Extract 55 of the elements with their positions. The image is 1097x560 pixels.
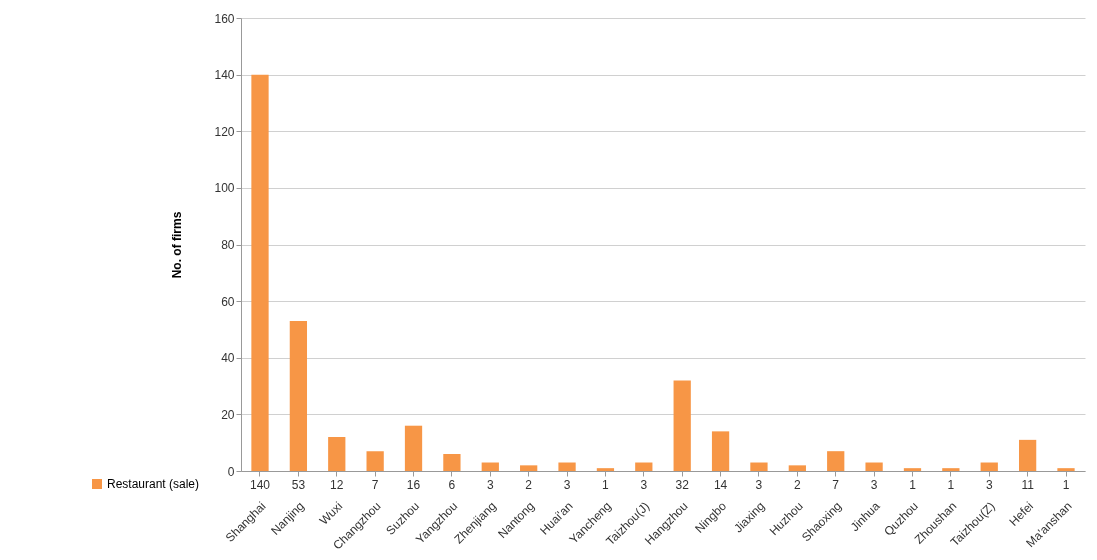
- bar: [481, 462, 499, 471]
- data-label: 53: [291, 478, 306, 492]
- legend-label: Restaurant (sale): [107, 477, 200, 491]
- bar: [558, 462, 576, 471]
- data-label: 3: [755, 478, 763, 492]
- data-label: 3: [985, 478, 993, 492]
- bar: [980, 462, 998, 471]
- y-tick-label: 80: [221, 238, 235, 252]
- bar: [366, 451, 384, 471]
- bar: [443, 454, 461, 471]
- bar: [750, 462, 768, 471]
- bar: [942, 468, 960, 471]
- bar: [1018, 439, 1037, 471]
- y-tick-label: 20: [221, 407, 235, 422]
- data-label: 140: [249, 478, 271, 492]
- data-label: 1: [909, 478, 917, 492]
- data-label: 14: [713, 478, 728, 492]
- data-label: 7: [832, 478, 840, 492]
- bar: [865, 462, 883, 471]
- data-label: 1: [1062, 478, 1070, 492]
- bar: [328, 437, 346, 471]
- data-label: 3: [640, 478, 648, 492]
- data-label: 32: [675, 478, 690, 492]
- bar: [711, 431, 730, 471]
- bar: [635, 462, 653, 471]
- data-label: 2: [525, 478, 533, 492]
- bar: [673, 380, 691, 471]
- data-label: 3: [486, 478, 494, 492]
- bar: [788, 465, 806, 471]
- data-label: 1: [947, 478, 955, 492]
- data-label: 11: [1021, 478, 1035, 492]
- bar: [1057, 468, 1075, 471]
- data-label: 6: [448, 478, 456, 492]
- data-label: 1: [602, 478, 610, 492]
- data-label: 3: [870, 478, 878, 492]
- y-tick-label: 40: [221, 351, 235, 366]
- data-label: 3: [563, 478, 571, 492]
- bar: [251, 74, 269, 471]
- bar: [520, 465, 538, 471]
- y-tick-label: 160: [214, 11, 235, 26]
- y-axis-title: No. of firms: [170, 211, 185, 279]
- y-tick-label: 0: [227, 464, 235, 479]
- y-tick-label: 120: [214, 124, 235, 139]
- data-label: 12: [330, 478, 344, 492]
- bar: [596, 468, 615, 471]
- data-label: 2: [793, 478, 801, 492]
- y-tick-label: 60: [221, 294, 235, 309]
- y-tick-label: 140: [214, 68, 235, 83]
- bar: [827, 451, 845, 471]
- data-label: 7: [371, 478, 379, 492]
- bar: [289, 320, 308, 471]
- y-tick-label: 100: [214, 181, 235, 196]
- data-label: 16: [406, 478, 421, 492]
- bar: [903, 468, 922, 471]
- bar: [404, 425, 423, 471]
